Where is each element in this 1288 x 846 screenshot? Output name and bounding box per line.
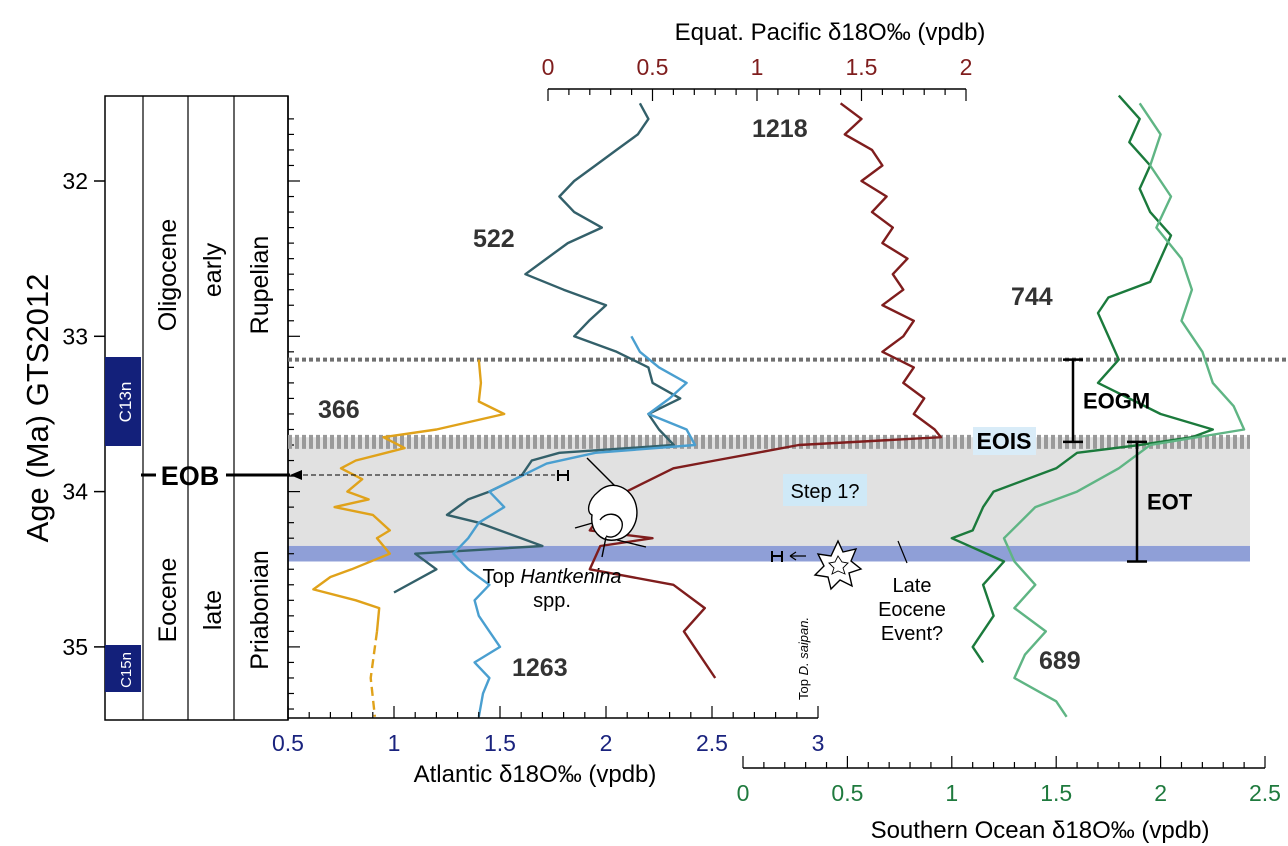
pacific-axis-title: Equat. Pacific δ18O‰ (vpdb) — [675, 19, 986, 46]
dsaipan-arrow — [789, 551, 806, 561]
eois-box — [973, 427, 1036, 455]
pacific-axis-tick-label: 1 — [751, 54, 764, 80]
pacific-axis-tick-label: 0.5 — [637, 54, 669, 80]
chron-label-c13n: C13n — [116, 382, 135, 423]
site-366-label: 366 — [318, 396, 360, 424]
atlantic-axis-tick-label: 2.5 — [696, 730, 728, 756]
late-eocene-label-3: Event? — [881, 623, 943, 645]
chron-c15n-box — [105, 645, 141, 692]
subepoch-label-late: late — [199, 590, 227, 630]
epoch-label-oligocene: Oligocene — [154, 219, 182, 332]
step1-box — [783, 474, 867, 506]
stage-label-priabonian: Priabonian — [246, 550, 274, 670]
late-eocene-pointer — [897, 540, 908, 564]
age-axis-tick-label: 34 — [62, 479, 88, 505]
range-label-eot: EOT — [1147, 490, 1193, 515]
event-bands — [288, 437, 1250, 562]
top-dsaipan-label: Top D. saipan. — [796, 617, 811, 700]
series-line-366 — [312, 359, 506, 632]
site-689-label: 689 — [1039, 647, 1081, 675]
series-line-1218 — [588, 102, 943, 679]
late-eocene-label-2: Eocene — [878, 599, 946, 621]
atlantic-axis-tick-label: 0.5 — [272, 730, 304, 756]
hantkenina-icon — [574, 457, 647, 558]
x-axes: Equat. Pacific δ18O‰ (vpdb) Atlantic δ18… — [272, 19, 1281, 844]
range-brackets: EOGM EOT — [1063, 358, 1193, 563]
age-axis-tick-label: 35 — [62, 634, 88, 660]
epoch-label-eocene: Eocene — [154, 558, 182, 643]
southern-axis-tick-label: 0 — [737, 780, 750, 806]
series-line-744 — [950, 94, 1214, 664]
late-eocene-label-1: Late — [893, 575, 932, 597]
star-inner-icon — [828, 555, 849, 575]
southern-axis-title: Southern Ocean δ18O‰ (vpdb) — [871, 817, 1210, 844]
atlantic-axis-tick-label: 1.5 — [484, 730, 516, 756]
chron-c13n-box — [105, 357, 141, 446]
southern-axis-tick-label: 1 — [945, 780, 958, 806]
atlantic-axis-tick-label: 1 — [388, 730, 401, 756]
southern-axis-tick-label: 0.5 — [831, 780, 863, 806]
series-line-689 — [1002, 102, 1246, 718]
atlantic-axis-tick-label: 3 — [812, 730, 825, 756]
top-hantkenina-spp-label: spp. — [533, 590, 571, 612]
stage-label-rupelian: Rupelian — [246, 236, 274, 335]
pacific-axis-tick-label: 0 — [542, 54, 555, 80]
series-group — [312, 94, 1246, 718]
top-hantkenina-label: Top Hantkenina — [483, 566, 622, 588]
southern-axis-tick-label: 2.5 — [1249, 780, 1281, 806]
range-label-eogm: EOGM — [1083, 389, 1150, 414]
site-1263-label: 1263 — [512, 654, 568, 682]
eois-label: EOIS — [977, 428, 1032, 454]
event-lines — [288, 357, 1288, 449]
stratigraphic-columns: C13n C15n Oligocene Eocene early late Ru… — [104, 95, 290, 721]
age-axis-title: Age (Ma) GTS2012 — [20, 274, 55, 543]
series-line-522 — [393, 102, 682, 594]
atlantic-axis-tick-label: 2 — [600, 730, 613, 756]
annotations: EOIS Step 1? Top Hantkenina spp. Top D. … — [290, 115, 1081, 700]
age-axis-tick-label: 32 — [62, 168, 88, 194]
southern-axis-tick-label: 2 — [1154, 780, 1167, 806]
site-744-label: 744 — [1011, 283, 1053, 311]
event-band — [288, 437, 1250, 546]
subepoch-label-early: early — [199, 242, 227, 297]
atlantic-axis-title: Atlantic δ18O‰ (vpdb) — [414, 761, 657, 788]
eob-label: EOB — [161, 461, 220, 491]
southern-axis-tick-label: 1.5 — [1040, 780, 1072, 806]
pacific-axis-tick-label: 1.5 — [846, 54, 878, 80]
dsaipanensis-star-icon — [813, 539, 863, 591]
series-line-366 — [369, 631, 379, 717]
age-axis: Age (Ma) GTS2012 32 33 34 35 — [20, 96, 300, 720]
site-1218-label: 1218 — [752, 115, 808, 143]
step1-label: Step 1? — [791, 481, 860, 503]
site-522-label: 522 — [473, 225, 515, 253]
age-axis-tick-label: 33 — [62, 323, 88, 349]
eob-arrow-head — [290, 470, 302, 480]
chron-label-c15n: C15n — [118, 652, 135, 688]
pacific-axis-tick-label: 2 — [960, 54, 973, 80]
series-line-1263 — [452, 335, 697, 718]
